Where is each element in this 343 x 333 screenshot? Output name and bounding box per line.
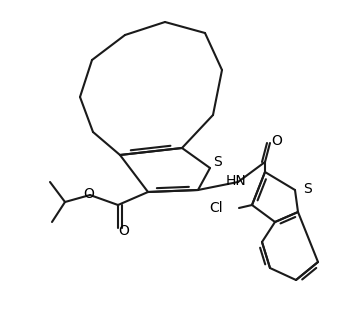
Text: O: O (272, 134, 282, 148)
Text: O: O (84, 187, 94, 201)
Text: O: O (119, 224, 129, 238)
Text: Cl: Cl (209, 201, 223, 215)
Text: S: S (214, 155, 222, 169)
Text: S: S (303, 182, 312, 196)
Text: HN: HN (226, 174, 246, 188)
